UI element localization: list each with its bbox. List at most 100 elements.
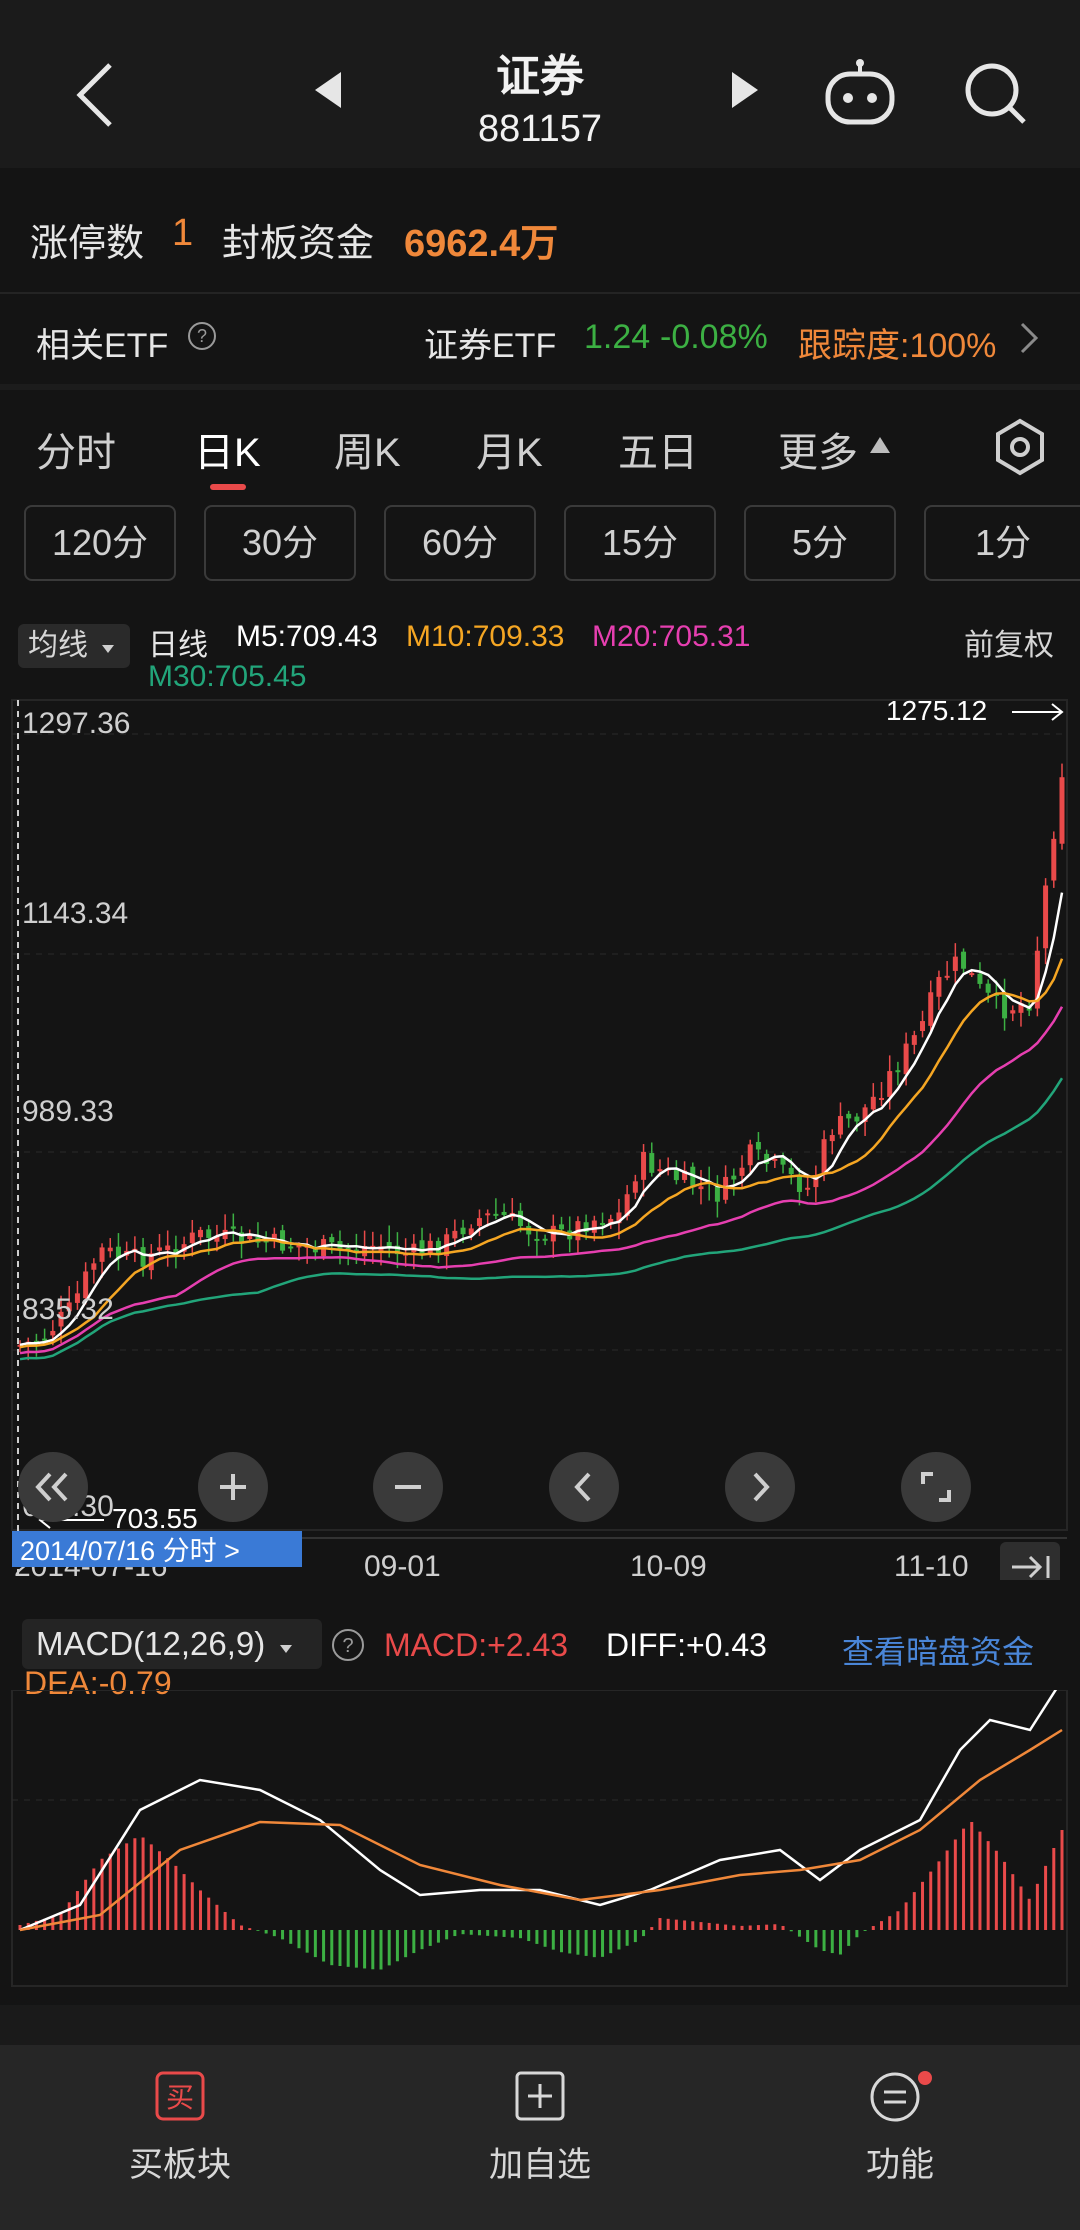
double-chevron-left-icon [35,1472,68,1502]
candle-body [895,1070,901,1073]
candle-body [657,1169,663,1172]
period-15min-button[interactable]: 15分 [564,505,716,581]
period-60min-button[interactable]: 60分 [384,505,536,581]
ma30-value: M30:705.45 [148,660,307,693]
divider [0,292,1080,294]
divider [0,2005,1080,2045]
buy-sector-button[interactable]: 买 买板块 [80,2070,280,2186]
candle-body [821,1139,827,1175]
back-arrow-icon[interactable] [60,55,130,135]
candle-body [435,1240,441,1255]
etf-change: -0.08% [660,318,768,356]
dark-pool-link[interactable]: 查看暗盘资金 [842,1634,1035,1670]
candle-body [542,1238,548,1241]
search-icon[interactable] [960,58,1030,128]
candle-body [1043,885,1049,949]
high-arrow-icon [1012,703,1064,721]
robot-assistant-icon[interactable] [820,58,900,128]
prev-stock-icon[interactable] [315,72,341,108]
move-left-button[interactable] [549,1452,619,1522]
adjust-mode[interactable]: 前复权 [964,629,1054,662]
macd-value: MACD:+2.43 [384,1627,569,1663]
skip-to-end-button[interactable] [1000,1542,1060,1580]
macd-histogram [18,1822,1064,1970]
rewind-button[interactable] [18,1452,88,1522]
chevron-right-icon[interactable] [1016,320,1042,356]
candle-body [239,1232,245,1244]
x-tick-label: 09-01 [364,1550,441,1580]
help-icon[interactable]: ? [330,1627,366,1663]
tab-weekly-k[interactable]: 周K [334,431,401,475]
candle-body [468,1228,474,1235]
svg-text:?: ? [342,1635,353,1657]
candle-body [591,1220,597,1233]
help-icon[interactable]: ? [186,320,218,352]
candle-body [608,1218,614,1224]
macd-lines-group [19,1690,1063,1932]
period-120min-button[interactable]: 120分 [24,505,176,581]
tab-daily-k[interactable]: 日K [194,431,261,475]
y-tick-label: 835.32 [22,1293,114,1326]
cursor-date-tag[interactable] [12,1531,302,1567]
candle-body [829,1135,835,1142]
macd-selector-label: MACD(12,26,9) [36,1625,266,1662]
zoom-out-button[interactable] [373,1452,443,1522]
candle-body [731,1175,737,1180]
related-etf-row[interactable]: 相关ETF ? 证券ETF 1.24 -0.08% 跟踪度:100% [0,302,1080,382]
candle-body [419,1240,425,1254]
candle-body [115,1246,121,1259]
candle-body [1018,1003,1024,1013]
add-box-icon [515,2071,565,2121]
limit-count-label: 涨停数 [30,223,145,265]
candle-body [296,1245,302,1248]
candle-body [583,1222,589,1233]
period-30min-button[interactable]: 30分 [204,505,356,581]
limit-up-row: 涨停数 1 封板资金 6962.4万 [0,190,1080,290]
candle-body [969,973,975,976]
buy-icon: 买 [155,2071,205,2121]
add-watchlist-button[interactable]: 加自选 [440,2070,640,2186]
candle-body [156,1247,162,1251]
macd-selector[interactable]: MACD(12,26,9) [22,1619,322,1669]
candle-body [33,1340,39,1343]
tab-intraday[interactable]: 分时 [36,431,116,475]
related-etf-label: 相关ETF [36,327,169,365]
next-stock-icon[interactable] [732,72,758,108]
candle-body [198,1229,204,1238]
caret-down-icon [280,1645,293,1653]
x-tick-label: 10-09 [630,1550,707,1580]
indicator-selector[interactable]: 均线 [18,624,130,668]
tab-monthly-k[interactable]: 月K [476,431,543,475]
settings-hexagon-icon[interactable] [992,417,1048,477]
period-5min-button[interactable]: 5分 [744,505,896,581]
tab-more[interactable]: 更多 [778,431,858,475]
period-1min-button[interactable]: 1分 [924,505,1080,581]
candle-body [559,1224,565,1230]
candle-body [682,1170,688,1180]
zoom-in-button[interactable] [198,1452,268,1522]
ma-line-m10 [19,958,1064,1349]
candle-body [641,1151,647,1180]
candle-body [66,1302,72,1312]
function-button[interactable]: 功能 [800,2070,1000,2186]
move-right-button[interactable] [725,1452,795,1522]
candlestick-chart[interactable]: 1297.36 1143.34 989.33 835.32 681.30 127… [0,690,1080,1580]
ma-line-m30 [19,1077,1064,1361]
candle-body [837,1116,843,1135]
macd-chart[interactable] [0,1690,1080,1990]
page-title: 证券 [496,52,584,101]
candle-body [74,1293,80,1303]
minus-icon [395,1485,421,1489]
tab-five-day[interactable]: 五日 [618,431,698,475]
y-axis-labels: 1297.36 1143.34 989.33 835.32 681.30 [22,707,130,1523]
candle-body [911,1035,917,1045]
divider [0,384,1080,390]
caret-down-icon [102,645,115,653]
ma-lines-group [19,892,1064,1361]
candle-body [632,1181,638,1193]
candle-body [870,1096,876,1110]
candle-body [944,975,950,978]
nav-label: 加自选 [489,2146,591,2184]
candle-body [247,1233,253,1240]
fullscreen-button[interactable] [901,1452,971,1522]
